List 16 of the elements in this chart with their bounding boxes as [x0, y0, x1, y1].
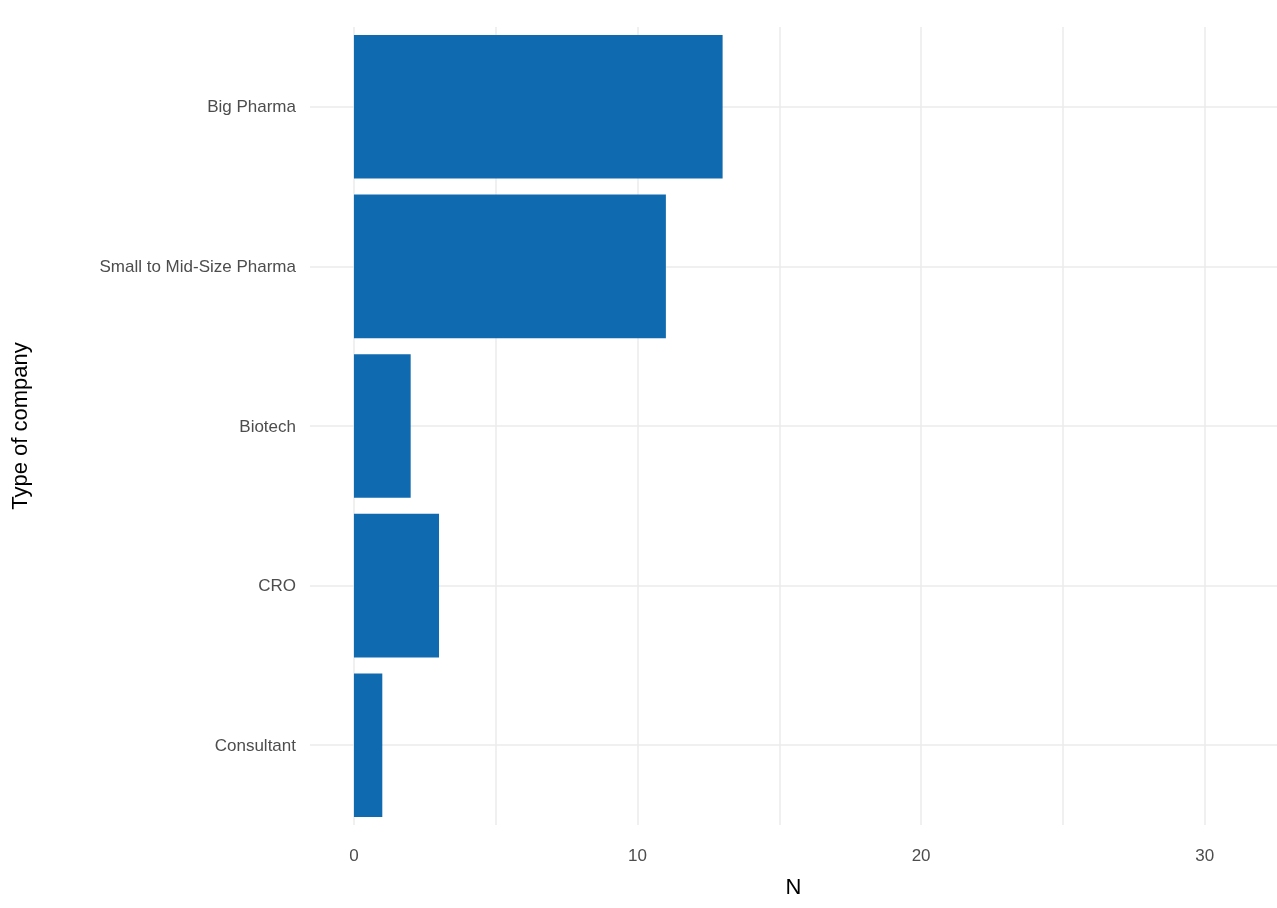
y-tick-label: Small to Mid-Size Pharma — [99, 256, 297, 276]
y-tick-label: CRO — [258, 576, 296, 596]
x-axis-title: N — [785, 873, 802, 899]
y-tick-label: Biotech — [239, 416, 296, 436]
bar — [353, 673, 383, 818]
y-axis-title: Type of company — [6, 342, 32, 510]
y-tick-label: Big Pharma — [207, 97, 297, 117]
x-tick-label: 20 — [911, 846, 931, 865]
y-tick-label: Consultant — [214, 735, 297, 755]
bar — [353, 34, 723, 179]
bar — [353, 194, 666, 339]
bar — [353, 354, 411, 498]
x-tick-label: 30 — [1195, 846, 1215, 865]
bar — [353, 513, 440, 658]
x-tick-label: 0 — [349, 846, 359, 865]
x-tick-label: 10 — [628, 846, 647, 865]
